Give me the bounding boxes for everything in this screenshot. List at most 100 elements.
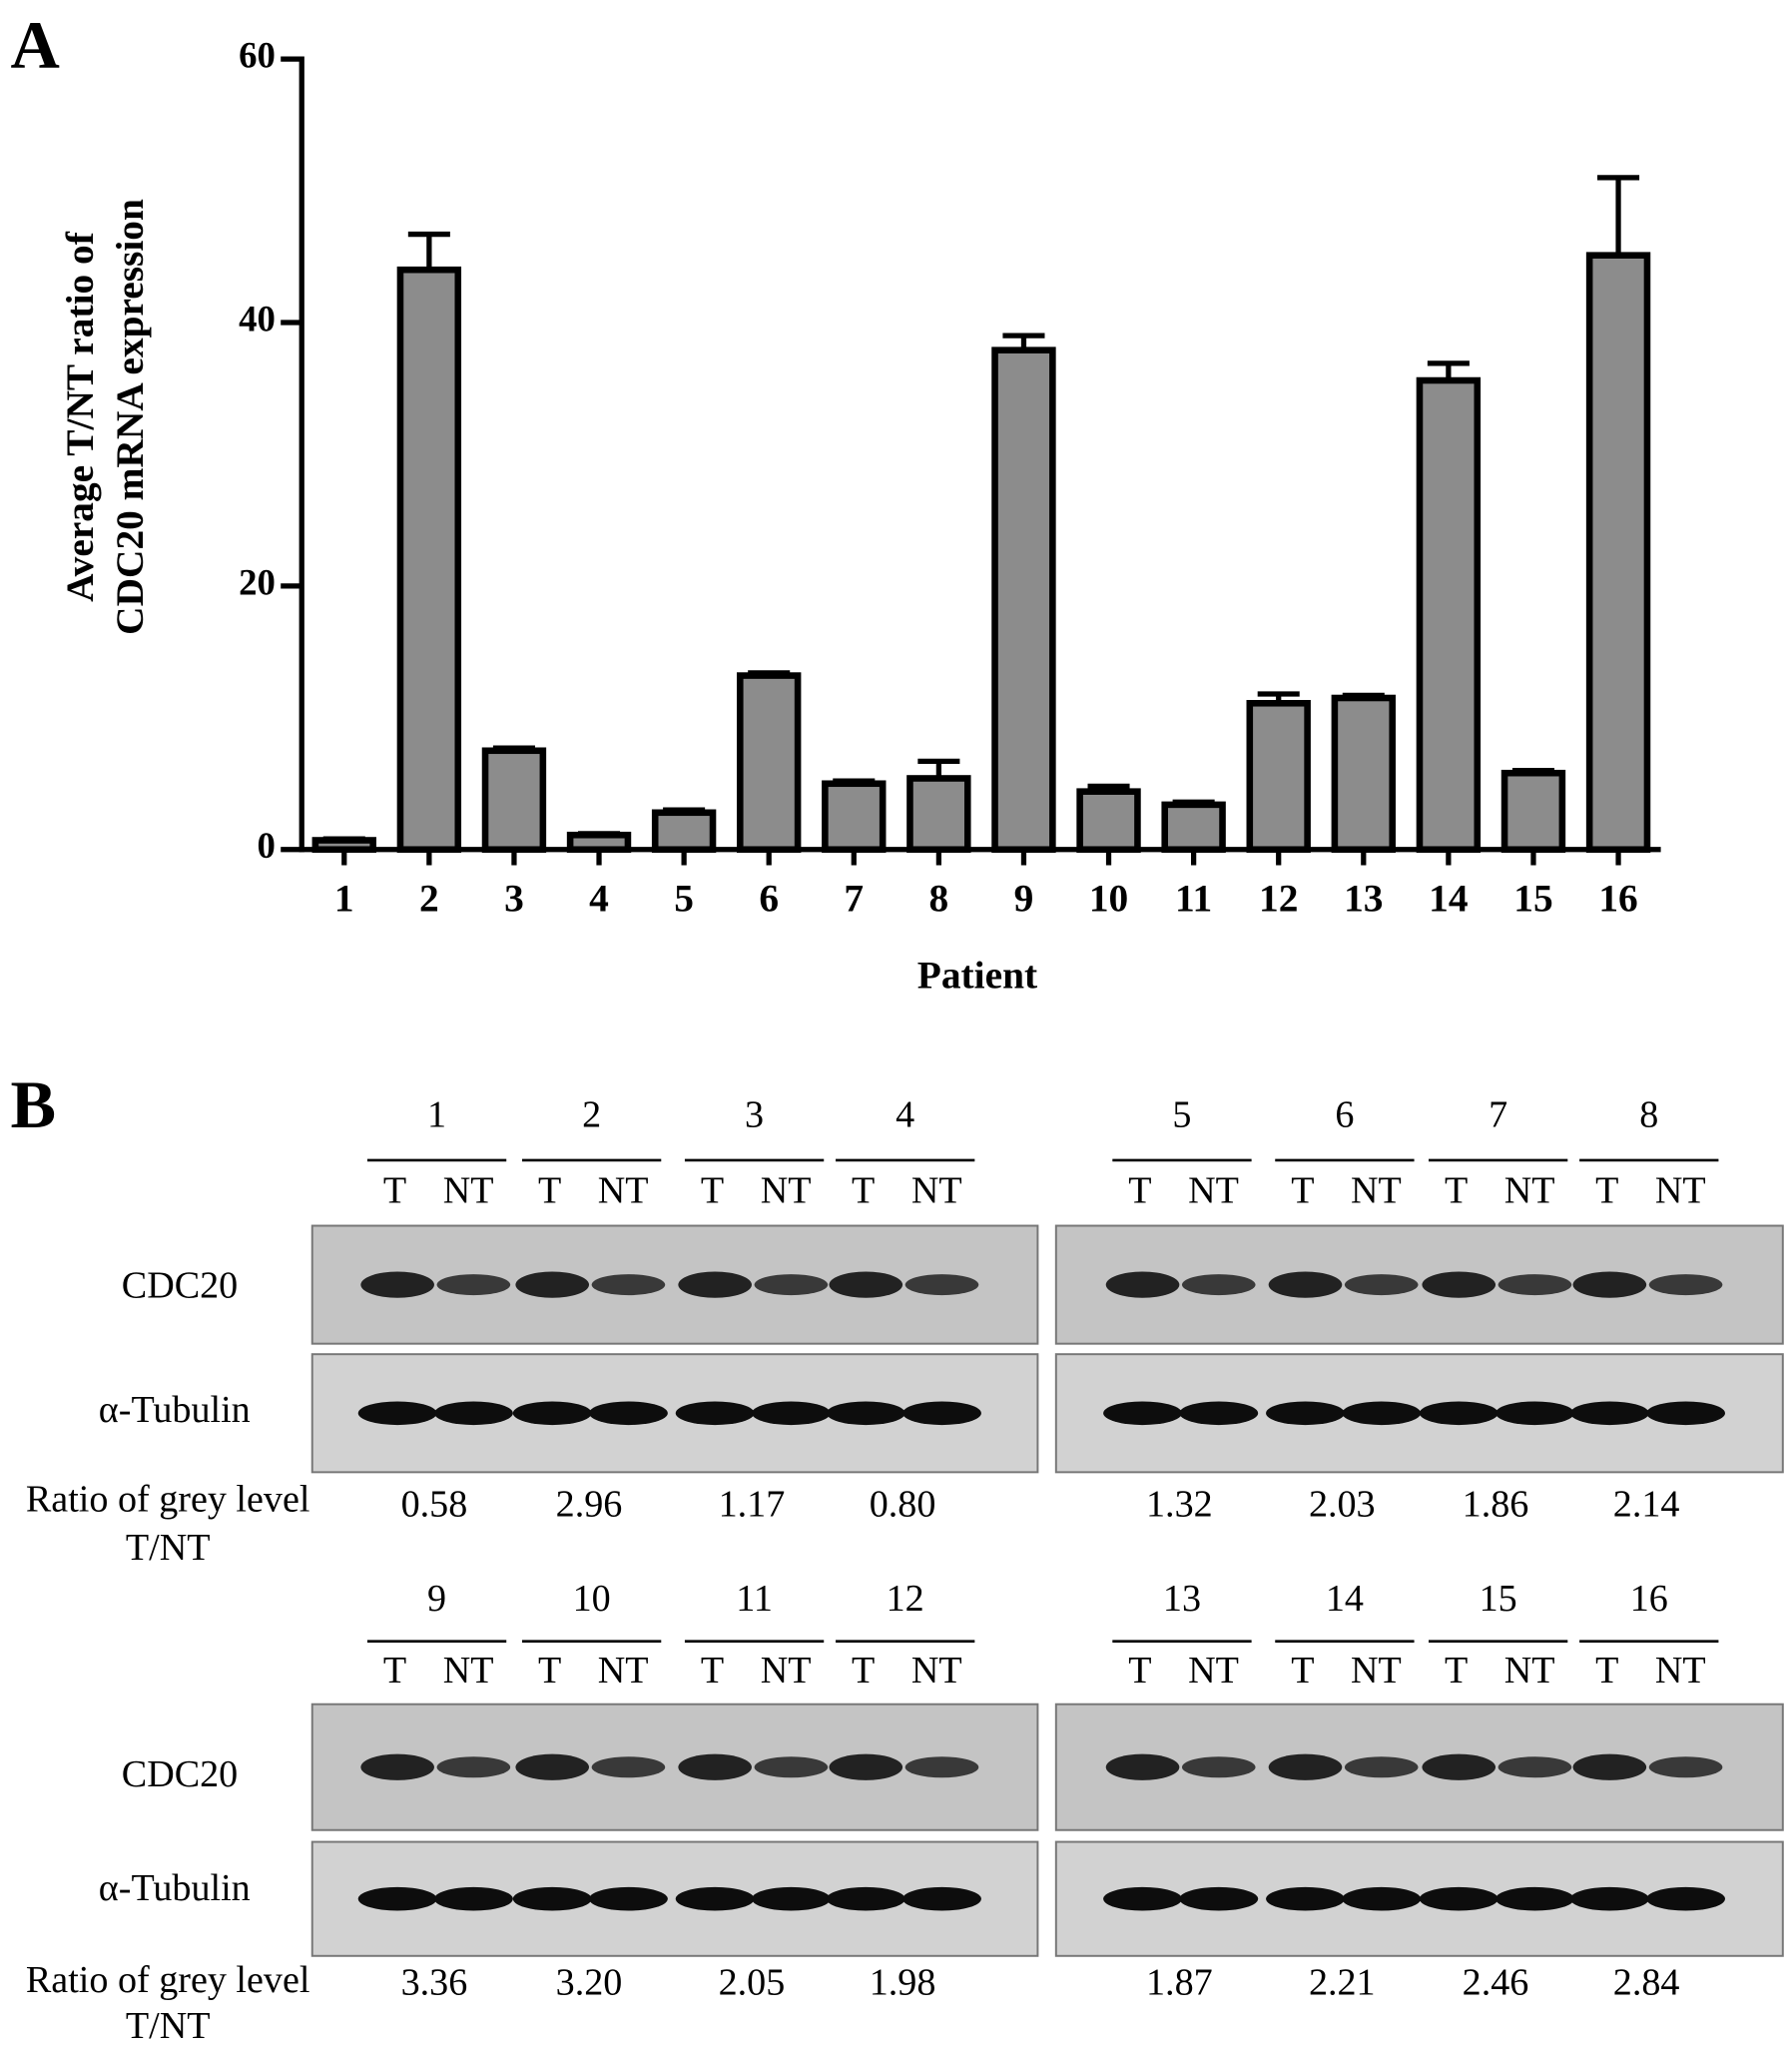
tubulin-band — [1569, 1401, 1649, 1426]
x-tick-label: 15 — [1513, 876, 1552, 920]
tubulin-band — [675, 1886, 755, 1911]
bar — [1585, 252, 1651, 854]
tubulin-band — [1103, 1401, 1182, 1426]
patient-number: 12 — [887, 1578, 924, 1620]
ratio-value: 0.80 — [870, 1484, 936, 1526]
cdc20-band — [1497, 1274, 1572, 1296]
lane-label: T — [701, 1650, 724, 1692]
ratio-value: 2.46 — [1463, 1962, 1529, 2004]
tubulin-band — [433, 1401, 513, 1426]
ratio-value: 1.87 — [1146, 1962, 1213, 2004]
patient-number: 1 — [427, 1094, 446, 1136]
patient-number: 4 — [896, 1094, 914, 1136]
bar — [481, 747, 547, 854]
ratio-value: 1.86 — [1463, 1484, 1529, 1526]
lane-label: NT — [761, 1650, 812, 1692]
tubulin-band — [1266, 1886, 1345, 1911]
tubulin-band — [751, 1886, 831, 1911]
tubulin-band — [1569, 1886, 1649, 1911]
ratio-label: T/NT — [126, 2005, 211, 2047]
tubulin-band — [1495, 1401, 1574, 1426]
bar — [651, 809, 717, 854]
lane-label: T — [538, 1170, 561, 1212]
cdc20-band — [360, 1753, 434, 1780]
x-tick-label: 16 — [1598, 876, 1637, 920]
y-tick-label: 40 — [239, 298, 276, 339]
patient-number: 14 — [1326, 1578, 1364, 1620]
cdc20-band — [754, 1274, 829, 1296]
lane-label: NT — [911, 1170, 962, 1212]
x-tick-label: 8 — [929, 876, 949, 920]
ratio-label: T/NT — [126, 1527, 211, 1569]
bar — [737, 672, 802, 854]
lane-label: NT — [443, 1650, 494, 1692]
ratio-label: Ratio of grey level — [26, 1478, 310, 1520]
x-tick-label: 1 — [334, 876, 354, 920]
protein-label: CDC20 — [122, 1264, 238, 1306]
ratio-label: Ratio of grey level — [26, 1959, 310, 2001]
cdc20-band — [1497, 1756, 1572, 1778]
bar — [1331, 694, 1396, 854]
patient-number: 3 — [745, 1094, 764, 1136]
bar — [1161, 801, 1226, 854]
lane-label: T — [1445, 1650, 1468, 1692]
tubulin-band — [751, 1401, 831, 1426]
ratio-value: 2.14 — [1613, 1484, 1680, 1526]
cdc20-band — [829, 1753, 903, 1780]
lane-label: NT — [761, 1170, 812, 1212]
panel-label: A — [11, 7, 60, 83]
lane-label: T — [538, 1650, 561, 1692]
tubulin-band — [589, 1886, 668, 1911]
lane-label: NT — [911, 1650, 962, 1692]
x-tick-label: 14 — [1429, 876, 1468, 920]
lane-label: T — [1291, 1650, 1314, 1692]
x-tick-label: 4 — [589, 876, 609, 920]
lane-label: T — [1291, 1170, 1314, 1212]
lane-label: NT — [1188, 1650, 1239, 1692]
tubulin-band — [1419, 1886, 1498, 1911]
cdc20-band — [829, 1271, 903, 1298]
patient-number: 9 — [427, 1578, 446, 1620]
cdc20-band — [904, 1756, 979, 1778]
ratio-value: 3.36 — [401, 1962, 468, 2004]
lane-label: T — [852, 1650, 875, 1692]
cdc20-band — [678, 1753, 752, 1780]
lane-label: NT — [1504, 1170, 1555, 1212]
tubulin-band — [902, 1886, 981, 1911]
patient-number: 13 — [1163, 1578, 1201, 1620]
cdc20-band — [904, 1274, 979, 1296]
protein-label: α-Tubulin — [99, 1867, 251, 1909]
cdc20-band — [678, 1271, 752, 1298]
cdc20-band — [515, 1271, 590, 1298]
tubulin-band — [1342, 1401, 1422, 1426]
ratio-value: 2.84 — [1613, 1962, 1680, 2004]
tubulin-band — [675, 1401, 755, 1426]
lane-label: T — [1595, 1650, 1618, 1692]
y-axis-label: CDC20 mRNA expression — [108, 199, 152, 635]
x-tick-label: 3 — [504, 876, 524, 920]
tubulin-band — [1103, 1886, 1182, 1911]
x-tick-label: 7 — [844, 876, 864, 920]
ratio-value: 2.03 — [1309, 1484, 1376, 1526]
tubulin-band — [1495, 1886, 1574, 1911]
lane-label: T — [1128, 1170, 1151, 1212]
ratio-value: 2.96 — [556, 1484, 623, 1526]
bar — [396, 266, 462, 854]
cdc20-band — [360, 1271, 434, 1298]
x-tick-label: 5 — [674, 876, 694, 920]
patient-number: 2 — [582, 1094, 601, 1136]
lane-label: T — [383, 1650, 406, 1692]
tubulin-band — [357, 1886, 437, 1911]
bar — [991, 346, 1056, 854]
cdc20-band — [1422, 1271, 1496, 1298]
lane-label: NT — [1655, 1170, 1706, 1212]
cdc20-band — [1572, 1271, 1647, 1298]
panel-label: B — [11, 1066, 57, 1142]
tubulin-band — [826, 1886, 905, 1911]
patient-number: 8 — [1639, 1094, 1658, 1136]
lane-label: NT — [1351, 1650, 1402, 1692]
lane-label: T — [701, 1170, 724, 1212]
patient-number: 11 — [736, 1578, 773, 1620]
cdc20-band — [1648, 1756, 1723, 1778]
x-tick-label: 2 — [419, 876, 439, 920]
